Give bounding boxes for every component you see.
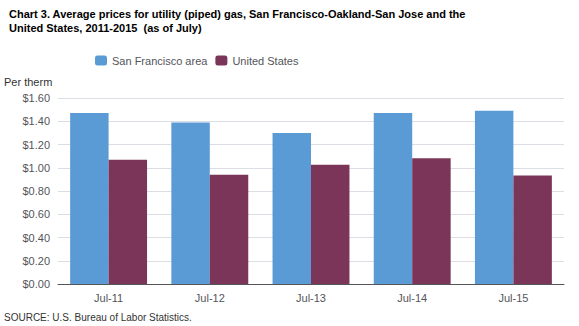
svg-text:Chart 3. Average prices for ut: Chart 3. Average prices for utility (pip… (9, 8, 465, 20)
svg-text:Jul-15: Jul-15 (498, 292, 528, 304)
svg-text:$0.20: $0.20 (22, 255, 50, 267)
svg-text:$1.60: $1.60 (22, 92, 50, 104)
svg-text:Jul-12: Jul-12 (195, 292, 225, 304)
svg-text:San Francisco area: San Francisco area (112, 55, 208, 67)
svg-text:$0.40: $0.40 (22, 232, 50, 244)
svg-text:$0.60: $0.60 (22, 208, 50, 220)
svg-text:$0.00: $0.00 (22, 278, 50, 290)
svg-text:Jul-13: Jul-13 (296, 292, 326, 304)
svg-text:Jul-14: Jul-14 (397, 292, 427, 304)
svg-text:United States: United States (232, 55, 299, 67)
svg-text:SOURCE: U.S. Bureau of Labor S: SOURCE: U.S. Bureau of Labor Statistics. (4, 312, 192, 323)
svg-text:$1.20: $1.20 (22, 139, 50, 151)
svg-text:Jul-11: Jul-11 (94, 292, 123, 304)
svg-text:$0.80: $0.80 (22, 185, 50, 197)
svg-text:United States, 2011-2015 (as: United States, 2011-2015 (as of July) (9, 22, 202, 34)
svg-text:$1.40: $1.40 (22, 115, 50, 127)
svg-text:$1.00: $1.00 (22, 162, 50, 174)
svg-text:Per therm: Per therm (4, 76, 52, 88)
